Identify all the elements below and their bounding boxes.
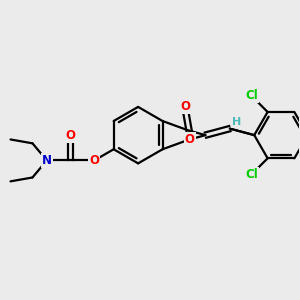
Text: H: H (232, 117, 241, 127)
Text: Cl: Cl (245, 168, 258, 181)
Text: O: O (66, 129, 76, 142)
Text: Cl: Cl (245, 89, 258, 102)
Text: O: O (185, 133, 195, 146)
Text: O: O (89, 154, 99, 167)
Text: N: N (42, 154, 52, 167)
Text: O: O (181, 100, 191, 113)
